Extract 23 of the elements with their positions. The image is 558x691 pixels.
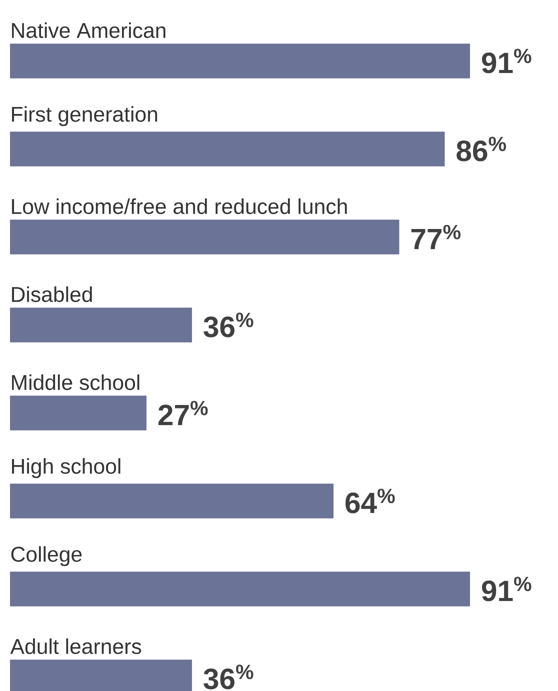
data-label: 77$^{%}$ <box>411 224 461 250</box>
y-tick-label: Disabled <box>12 286 92 302</box>
data-label: 36$^{%}$ <box>204 664 254 690</box>
y-tick-label: Native American <box>12 22 166 38</box>
y-tick-label: Low income/free and reduced lunch <box>12 198 347 214</box>
y-tick-label: First generation <box>12 106 158 126</box>
bar <box>10 484 334 518</box>
bar <box>10 220 400 254</box>
bar <box>10 396 146 430</box>
data-label: 91$^{%}$ <box>482 576 532 602</box>
y-tick-label: College <box>11 546 82 566</box>
data-label: 64$^{%}$ <box>346 488 395 514</box>
data-label: 27$^{%}$ <box>158 400 208 426</box>
data-label: 36$^{%}$ <box>204 312 254 338</box>
y-tick-label: Adult learners <box>10 638 142 654</box>
bar <box>10 132 445 166</box>
y-tick-label: Middle school <box>12 374 140 390</box>
bar <box>10 308 192 342</box>
bar <box>10 44 470 78</box>
data-label: 86$^{%}$ <box>456 136 506 162</box>
bar <box>10 572 470 606</box>
y-tick-label: High school <box>12 458 120 478</box>
data-label: 91$^{%}$ <box>482 48 532 74</box>
